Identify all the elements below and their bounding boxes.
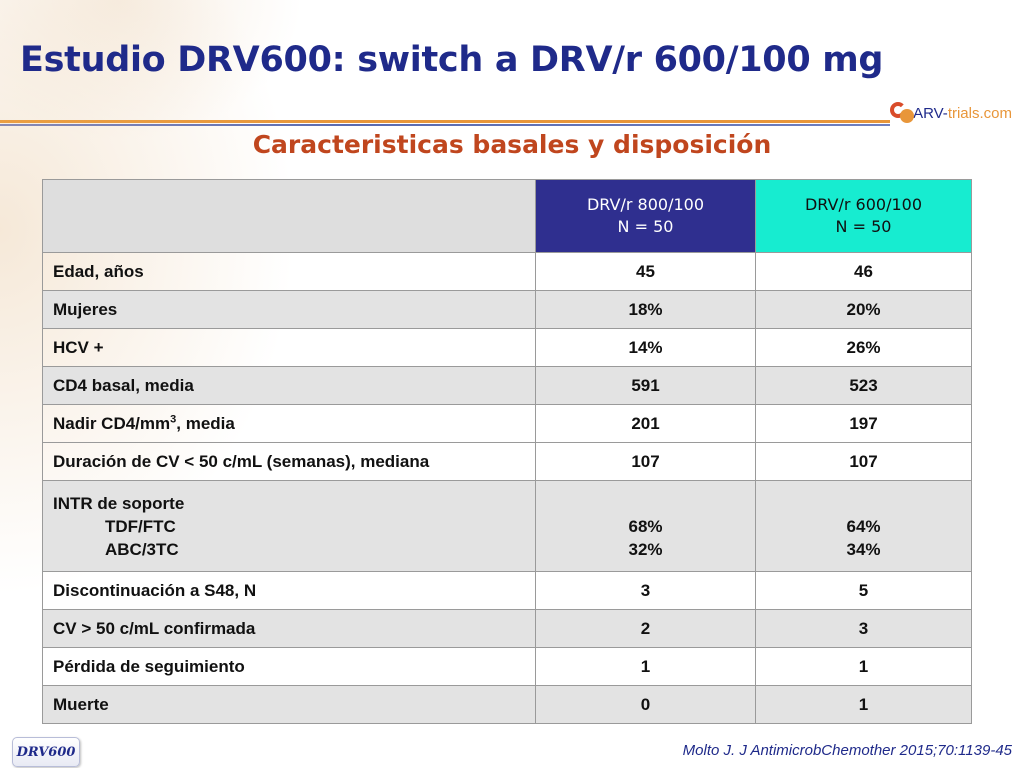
row-value-800: 45 [535, 252, 756, 291]
row-value-800: 3 [535, 571, 756, 610]
row-value-800: 2 [535, 609, 756, 648]
row-value-600: 46 [755, 252, 972, 291]
row-value-800: 0 [535, 685, 756, 724]
table-row: Mujeres 18% 20% [42, 290, 972, 329]
table-row: CD4 basal, media 591 523 [42, 366, 972, 405]
row-label: INTR de soporte TDF/FTC ABC/3TC [42, 480, 536, 572]
row-value-600: 107 [755, 442, 972, 481]
logo-text: ARV-trials.com [913, 104, 1012, 122]
row-sublabel: ABC/3TC [105, 539, 179, 559]
row-value-600: 197 [755, 404, 972, 443]
table-row: Nadir CD4/mm3, media 201 197 [42, 404, 972, 443]
table-row: Pérdida de seguimiento 1 1 [42, 647, 972, 686]
table-row: Edad, años 45 46 [42, 252, 972, 291]
row-label-main: INTR de soporte [53, 493, 185, 513]
row-value-800: 107 [535, 442, 756, 481]
table-row: Muerte 0 1 [42, 685, 972, 724]
row-label: CD4 basal, media [42, 366, 536, 405]
row-value-600: 20% [755, 290, 972, 329]
table-row: INTR de soporte TDF/FTC ABC/3TC 68% 32% 6… [42, 480, 972, 572]
header-drv-800: DRV/r 800/100 N = 50 [535, 179, 756, 253]
slide-title: Estudio DRV600: switch a DRV/r 600/100 m… [20, 40, 884, 80]
row-label: Edad, años [42, 252, 536, 291]
slide-subtitle: Caracteristicas basales y disposición [252, 130, 772, 159]
header-corner-cell [42, 179, 536, 253]
arv-trials-logo-icon [888, 99, 914, 127]
row-label: Mujeres [42, 290, 536, 329]
row-value-600: 64% 34% [755, 480, 972, 572]
row-value-800: 1 [535, 647, 756, 686]
table-row: Discontinuación a S48, N 3 5 [42, 571, 972, 610]
row-value-600: 3 [755, 609, 972, 648]
row-value-800: 18% [535, 290, 756, 329]
row-label: Pérdida de seguimiento [42, 647, 536, 686]
row-label: Muerte [42, 685, 536, 724]
row-value-600: 1 [755, 685, 972, 724]
row-value-600: 1 [755, 647, 972, 686]
table-row: CV > 50 c/mL confirmada 2 3 [42, 609, 972, 648]
table-row: HCV + 14% 26% [42, 328, 972, 367]
arv-trials-logo: ARV-trials.com [888, 98, 1012, 128]
row-value-600: 26% [755, 328, 972, 367]
row-value-800: 201 [535, 404, 756, 443]
citation: Molto J. J AntimicrobChemother 2015;70:1… [682, 742, 1012, 759]
title-rule-blue [0, 124, 890, 126]
row-label: Discontinuación a S48, N [42, 571, 536, 610]
row-label: Duración de CV < 50 c/mL (semanas), medi… [42, 442, 536, 481]
row-label: Nadir CD4/mm3, media [42, 404, 536, 443]
baseline-table: DRV/r 800/100 N = 50 DRV/r 600/100 N = 50 … [42, 179, 972, 724]
row-value-800: 14% [535, 328, 756, 367]
table-header-row: DRV/r 800/100 N = 50 DRV/r 600/100 N = 50 [42, 179, 972, 253]
row-value-800: 591 [535, 366, 756, 405]
study-badge: DRV600 [12, 737, 80, 767]
row-sublabel: TDF/FTC [105, 516, 176, 536]
table-row: Duración de CV < 50 c/mL (semanas), medi… [42, 442, 972, 481]
row-label: CV > 50 c/mL confirmada [42, 609, 536, 648]
header-drv-600: DRV/r 600/100 N = 50 [755, 179, 972, 253]
row-value-600: 5 [755, 571, 972, 610]
title-rule-orange [0, 120, 890, 123]
row-label: HCV + [42, 328, 536, 367]
row-value-800: 68% 32% [535, 480, 756, 572]
row-value-600: 523 [755, 366, 972, 405]
